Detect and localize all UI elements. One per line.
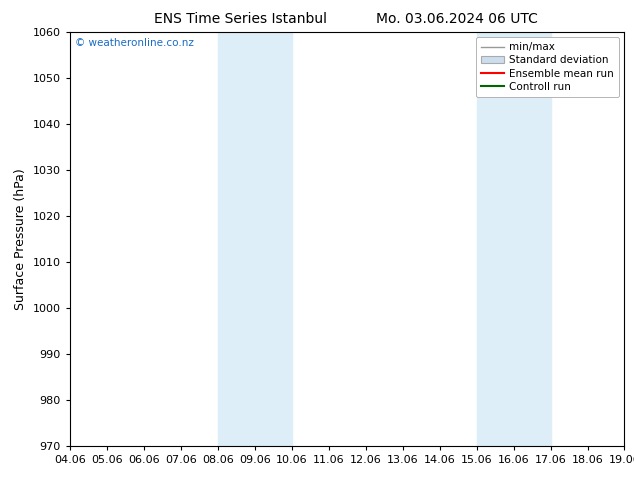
Bar: [477, 32, 550, 446]
Legend: min/max, Standard deviation, Ensemble mean run, Controll run: min/max, Standard deviation, Ensemble me…: [476, 37, 619, 97]
Bar: [217, 32, 292, 446]
Text: Mo. 03.06.2024 06 UTC: Mo. 03.06.2024 06 UTC: [375, 12, 538, 26]
Text: © weatheronline.co.nz: © weatheronline.co.nz: [75, 38, 194, 48]
Text: ENS Time Series Istanbul: ENS Time Series Istanbul: [155, 12, 327, 26]
Y-axis label: Surface Pressure (hPa): Surface Pressure (hPa): [14, 168, 27, 310]
